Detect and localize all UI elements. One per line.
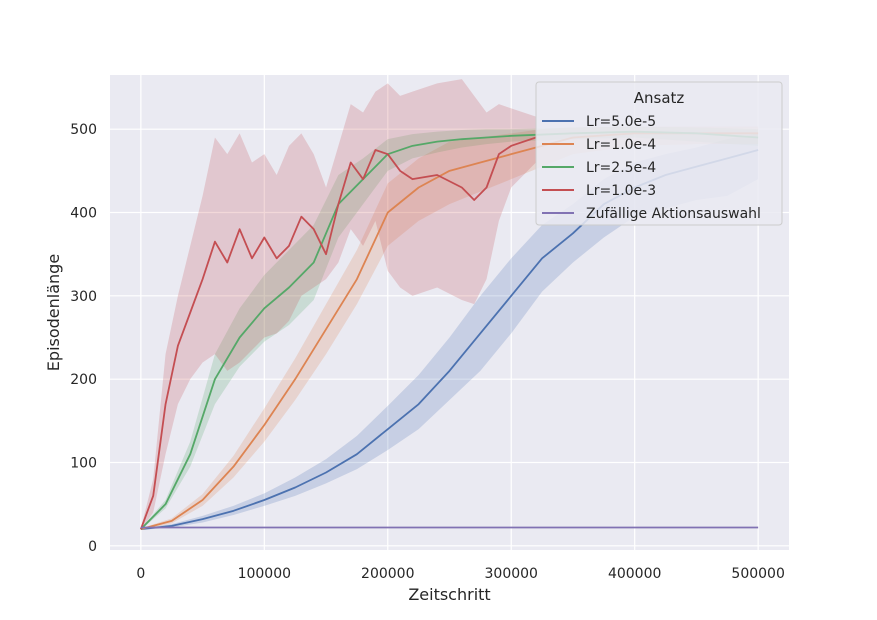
x-tick-label: 200000 <box>361 566 414 582</box>
y-axis-label: Episodenlänge <box>44 254 63 371</box>
y-tick-label: 300 <box>70 289 97 305</box>
legend-label: Lr=5.0e-5 <box>586 114 656 130</box>
y-tick-label: 400 <box>70 206 97 222</box>
band-lr-2-5e-4 <box>140 126 759 531</box>
legend-title: Ansatz <box>634 89 685 107</box>
y-tick-label: 200 <box>70 372 97 388</box>
legend-label: Lr=1.0e-4 <box>586 137 656 153</box>
x-tick-label: 400000 <box>608 566 661 582</box>
y-tick-label: 100 <box>70 456 97 472</box>
line-lr-1-0e-3 <box>140 136 537 530</box>
x-tick-label: 100000 <box>238 566 291 582</box>
x-tick-label: 0 <box>136 566 145 582</box>
x-tick-label: 500000 <box>731 566 784 582</box>
legend: Ansatz Lr=5.0e-5 Lr=1.0e-4 Lr=2.5e-4 Lr=1.0… <box>535 81 783 226</box>
legend-label: Lr=2.5e-4 <box>586 160 656 176</box>
band-lr-1-0e-3 <box>140 79 536 531</box>
x-ticks: 0 100000 200000 300000 400000 500000 <box>136 566 784 582</box>
legend-label: Lr=1.0e-3 <box>586 183 656 199</box>
y-tick-label: 0 <box>88 539 97 555</box>
x-tick-label: 300000 <box>485 566 538 582</box>
confidence-bands <box>140 79 759 531</box>
y-tick-label: 500 <box>70 122 97 138</box>
legend-label: Zufällige Aktionsauswahl <box>586 206 761 222</box>
y-ticks: 0 100 200 300 400 500 <box>70 122 97 555</box>
band-lr-5-0e-5 <box>140 133 759 531</box>
legend-items: Lr=5.0e-5 Lr=1.0e-4 Lr=2.5e-4 Lr=1.0e-3 Zufä… <box>542 114 761 222</box>
legend-box <box>535 81 783 226</box>
x-axis-label: Zeitschritt <box>408 585 490 604</box>
